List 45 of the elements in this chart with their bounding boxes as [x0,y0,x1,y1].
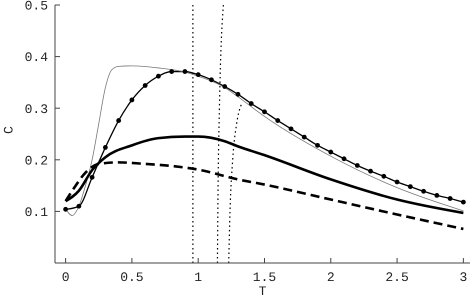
x-tick-label: 1.5 [252,270,276,286]
x-tick-label: 0.5 [120,270,144,286]
point [368,168,373,174]
point [434,193,440,198]
x-tick-label: 2 [326,270,335,286]
point [302,134,307,140]
point [63,206,68,212]
point [262,109,267,114]
point [130,98,134,102]
point [275,118,280,123]
point [90,174,95,180]
point [381,174,386,179]
y-tick-label: 0.3 [24,102,48,117]
x-tick-label: 3 [459,270,468,286]
point [448,196,453,201]
point [315,142,320,148]
point [421,188,426,194]
y-axis-title: C [2,126,17,134]
point [222,84,228,89]
x-tick-label: 1 [194,270,202,286]
y-tick-label: 0.2 [24,153,48,168]
y-tick-label: 0.5 [24,0,48,14]
y-tick-label: 0.4 [24,50,48,66]
point [209,77,214,82]
point [460,200,466,205]
point [288,126,294,132]
point [156,74,161,79]
y-tick-label: 0.1 [24,205,48,220]
point [76,204,82,209]
point [169,69,174,74]
point [102,145,108,150]
point [408,184,413,190]
point [354,163,360,168]
point [394,180,400,184]
x-tick-label: 0 [62,270,70,286]
x-tick-label: 2.5 [385,270,409,286]
point [236,92,240,97]
point [196,72,201,78]
point [248,101,254,106]
point [142,83,148,88]
x-axis-title: T [258,284,267,299]
point [342,156,346,162]
point [116,118,122,123]
point [182,69,188,74]
point [328,150,334,154]
